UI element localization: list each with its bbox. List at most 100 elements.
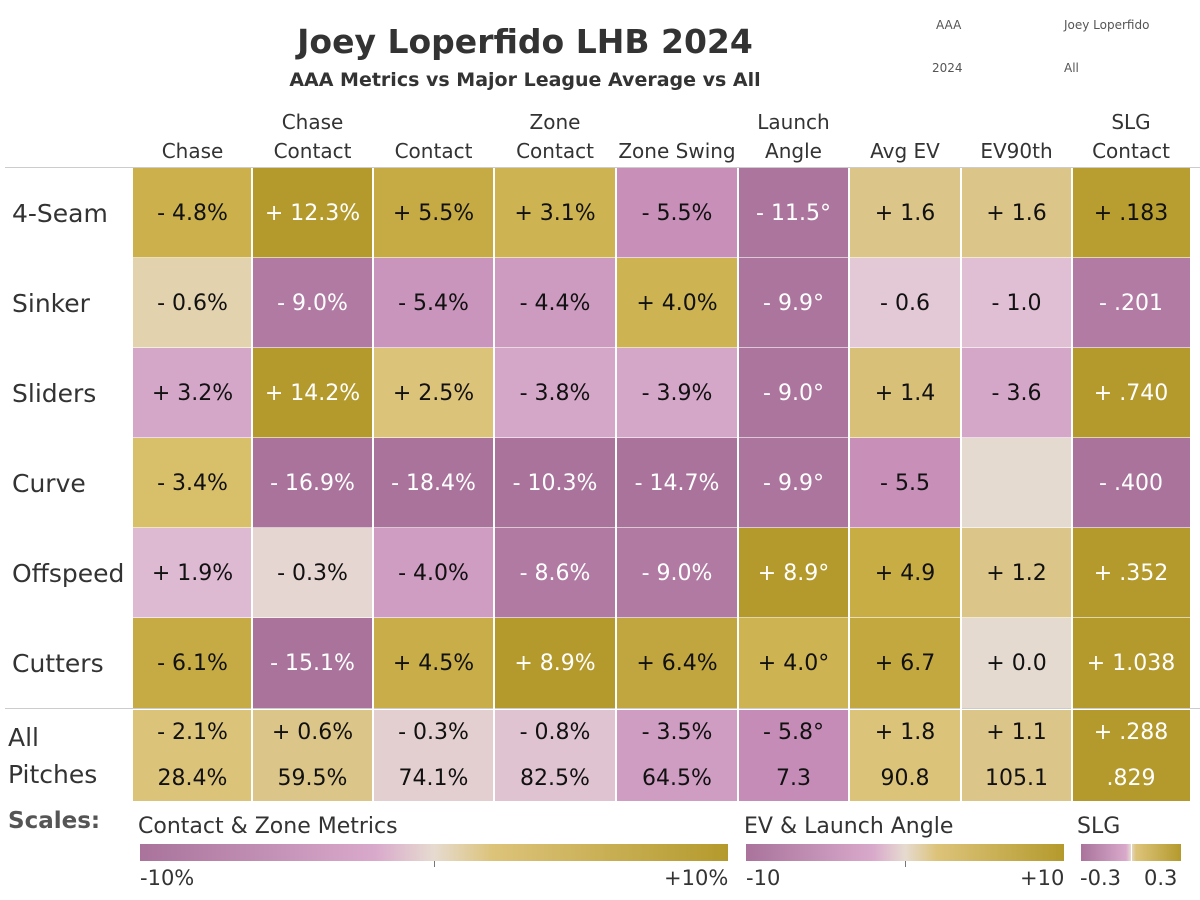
heatmap-cell[interactable]: + 2.5% [373, 348, 494, 438]
grid-divider [372, 168, 374, 801]
all-pitches-cell[interactable]: + 0.6% 59.5% [252, 710, 373, 801]
pitch-filter[interactable]: All [1064, 61, 1079, 75]
heatmap-cell[interactable]: + .352 [1072, 528, 1190, 618]
row-label-all-pitches: All Pitches [0, 710, 130, 801]
row-label-4-seam: 4-Seam [12, 198, 108, 228]
level-filter[interactable]: AAA [936, 18, 962, 32]
column-header-zone-contact: Zone Contact [494, 110, 616, 166]
heatmap-cell[interactable]: + 0.0 [961, 618, 1072, 708]
heatmap-cell[interactable]: + 1.6 [849, 168, 961, 258]
all-pitches-cell[interactable]: - 5.8° 7.3 [738, 710, 849, 801]
all-pitches-cell[interactable]: + .288 .829 [1072, 710, 1190, 801]
heatmap-cell[interactable]: - 4.0% [373, 528, 494, 618]
column-header-ev90th: EV90th [961, 112, 1072, 166]
heatmap-cell[interactable]: - 16.9% [252, 438, 373, 528]
heatmap-cell[interactable]: - 9.0% [616, 528, 738, 618]
all-pitches-diff: + 0.6% [271, 720, 354, 745]
heatmap-cell[interactable]: - 1.0 [961, 258, 1072, 348]
heatmap-cell[interactable]: + 5.5% [373, 168, 494, 258]
column-header-line2: Chase [161, 139, 224, 163]
heatmap-cell[interactable]: + 1.4 [849, 348, 961, 438]
heatmap-cell[interactable]: - 9.9° [738, 438, 849, 528]
heatmap-cell[interactable]: + .183 [1072, 168, 1190, 258]
all-pitches-diff: + 1.8 [874, 720, 936, 745]
player-filter[interactable]: Joey Loperfido [1064, 18, 1150, 32]
column-header-slg-contact: SLG Contact [1072, 110, 1190, 166]
heatmap-cell[interactable]: - 5.5% [616, 168, 738, 258]
heatmap-cell[interactable]: - 0.3% [252, 528, 373, 618]
row-label-sliders: Sliders [12, 378, 97, 408]
heatmap-cell[interactable]: + 4.0% [616, 258, 738, 348]
heatmap-cell[interactable]: - 3.8% [494, 348, 616, 438]
all-pitches-cell[interactable]: + 1.8 90.8 [849, 710, 961, 801]
heatmap-cell[interactable]: - 5.4% [373, 258, 494, 348]
heatmap-cell[interactable]: - 0.6% [133, 258, 252, 348]
heatmap-cell[interactable]: - 0.6 [849, 258, 961, 348]
row-divider [133, 527, 1190, 528]
heatmap-cell[interactable]: - 14.7% [616, 438, 738, 528]
heatmap-cell[interactable]: - 9.9° [738, 258, 849, 348]
heatmap-cell[interactable]: + 14.2% [252, 348, 373, 438]
all-pitches-value: 7.3 [776, 766, 811, 791]
heatmap-cell[interactable]: + 8.9% [494, 618, 616, 708]
column-header-zone-swing: Zone Swing [616, 112, 738, 166]
column-header-contact: Contact [373, 112, 494, 166]
heatmap-cell[interactable]: - 9.0° [738, 348, 849, 438]
heatmap-cell[interactable]: - .400 [1072, 438, 1190, 528]
heatmap-cell[interactable]: + 1.038 [1072, 618, 1190, 708]
contact-zone-legend-midtick [434, 861, 435, 867]
slg-legend-max: 0.3 [1144, 866, 1178, 890]
heatmap-cell[interactable]: - 11.5° [738, 168, 849, 258]
all-pitches-value: .829 [1106, 766, 1156, 791]
heatmap-cell[interactable]: - 9.0% [252, 258, 373, 348]
column-header-line2: Contact [1092, 139, 1170, 163]
year-filter[interactable]: 2024 [932, 61, 963, 75]
heatmap-cell[interactable]: - .201 [1072, 258, 1190, 348]
heatmap-cell[interactable]: + 6.4% [616, 618, 738, 708]
heatmap-cell[interactable]: - 3.4% [133, 438, 252, 528]
all-pitches-cell[interactable]: - 3.5% 64.5% [616, 710, 738, 801]
heatmap-cell[interactable]: + 8.9° [738, 528, 849, 618]
heatmap-cell[interactable]: + .740 [1072, 348, 1190, 438]
heatmap-cell[interactable]: - 4.8% [133, 168, 252, 258]
slg-legend-title: SLG [1077, 814, 1121, 839]
all-pitches-value: 59.5% [277, 766, 348, 791]
slg-legend-min: -0.3 [1080, 866, 1121, 890]
all-pitches-cell[interactable]: - 0.8% 82.5% [494, 710, 616, 801]
heatmap-cell[interactable]: - 3.6 [961, 348, 1072, 438]
chart-subtitle: AAA Metrics vs Major League Average vs A… [289, 69, 761, 91]
column-header-line2: Contact [273, 139, 352, 163]
heatmap-cell[interactable]: + 3.1% [494, 168, 616, 258]
heatmap-cell[interactable]: + 1.6 [961, 168, 1072, 258]
all-pitches-cell[interactable]: - 2.1% 28.4% [133, 710, 252, 801]
heatmap-cell[interactable]: - 5.5 [849, 438, 961, 528]
column-header-chase-contact: Chase Contact [252, 110, 373, 166]
heatmap-cell[interactable]: + 4.9 [849, 528, 961, 618]
heatmap-cell[interactable]: + 1.2 [961, 528, 1072, 618]
all-pitches-label-line2: Pitches [8, 759, 98, 789]
heatmap-cell[interactable]: + 4.0° [738, 618, 849, 708]
all-pitches-cell[interactable]: + 1.1 105.1 [961, 710, 1072, 801]
heatmap-cell[interactable]: + 1.9% [133, 528, 252, 618]
grid-divider [1071, 168, 1073, 801]
grid-divider [251, 168, 253, 801]
heatmap-cell[interactable]: + 6.7 [849, 618, 961, 708]
ev-legend-bar [746, 844, 1064, 861]
heatmap-cell[interactable]: - 15.1% [252, 618, 373, 708]
heatmap-cell[interactable]: - 18.4% [373, 438, 494, 528]
heatmap-cell[interactable]: + 3.2% [133, 348, 252, 438]
all-pitches-cell[interactable]: - 0.3% 74.1% [373, 710, 494, 801]
heatmap-cell[interactable]: + 12.3% [252, 168, 373, 258]
all-pitches-value: 82.5% [520, 766, 590, 791]
heatmap-cell[interactable]: - 10.3% [494, 438, 616, 528]
heatmap-cell[interactable]: - 3.9% [616, 348, 738, 438]
heatmap-cell[interactable] [961, 438, 1072, 528]
heatmap-cell[interactable]: - 8.6% [494, 528, 616, 618]
column-header-line2: Contact [394, 139, 473, 163]
contact-zone-legend-title: Contact & Zone Metrics [138, 814, 398, 839]
heatmap-cell[interactable]: - 6.1% [133, 618, 252, 708]
row-divider [133, 617, 1190, 618]
heatmap-cell[interactable]: - 4.4% [494, 258, 616, 348]
heatmap-cell[interactable]: + 4.5% [373, 618, 494, 708]
all-pitches-diff: - 2.1% [157, 720, 228, 745]
